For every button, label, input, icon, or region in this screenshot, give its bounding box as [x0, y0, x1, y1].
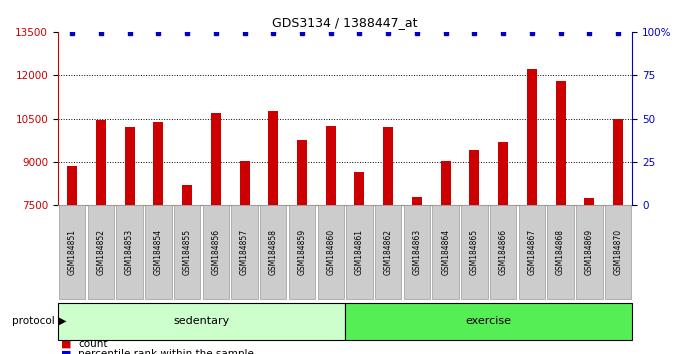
Bar [268, 112, 278, 205]
Bar [613, 119, 623, 205]
Text: count: count [78, 339, 107, 349]
Bar [354, 172, 364, 205]
Bar [441, 160, 451, 205]
Text: ■: ■ [61, 339, 71, 349]
Bar [96, 120, 106, 205]
Text: percentile rank within the sample: percentile rank within the sample [78, 349, 254, 354]
Bar [211, 113, 221, 205]
Bar [412, 197, 422, 205]
Text: exercise: exercise [466, 316, 512, 326]
Text: GSM184863: GSM184863 [413, 229, 422, 275]
Text: GSM184858: GSM184858 [269, 229, 277, 275]
Text: GSM184869: GSM184869 [585, 229, 594, 275]
Text: protocol: protocol [12, 316, 54, 326]
Bar [297, 140, 307, 205]
Bar [67, 166, 78, 205]
Text: GSM184855: GSM184855 [183, 229, 192, 275]
Text: sedentary: sedentary [173, 316, 230, 326]
Bar [584, 198, 594, 205]
Text: ■: ■ [61, 349, 71, 354]
Text: GSM184861: GSM184861 [355, 229, 364, 275]
Text: GSM184866: GSM184866 [498, 229, 507, 275]
Text: GSM184856: GSM184856 [211, 229, 220, 275]
Text: GSM184859: GSM184859 [298, 229, 307, 275]
Text: ▶: ▶ [59, 316, 67, 326]
Bar [239, 160, 250, 205]
Bar [182, 185, 192, 205]
Text: GSM184867: GSM184867 [528, 229, 537, 275]
Text: GSM184862: GSM184862 [384, 229, 392, 275]
Text: GSM184852: GSM184852 [97, 229, 105, 275]
Bar [153, 122, 163, 205]
Bar [326, 126, 336, 205]
Bar [556, 81, 566, 205]
Text: GSM184853: GSM184853 [125, 229, 134, 275]
Bar [527, 69, 537, 205]
Text: GSM184851: GSM184851 [68, 229, 77, 275]
Text: GSM184868: GSM184868 [556, 229, 565, 275]
Title: GDS3134 / 1388447_at: GDS3134 / 1388447_at [273, 16, 418, 29]
Text: GSM184860: GSM184860 [326, 229, 335, 275]
Text: GSM184864: GSM184864 [441, 229, 450, 275]
Bar [469, 150, 479, 205]
Bar [124, 127, 135, 205]
Text: GSM184854: GSM184854 [154, 229, 163, 275]
Text: GSM184870: GSM184870 [613, 229, 622, 275]
Bar [383, 127, 393, 205]
Bar [498, 142, 508, 205]
Text: GSM184857: GSM184857 [240, 229, 249, 275]
Text: GSM184865: GSM184865 [470, 229, 479, 275]
